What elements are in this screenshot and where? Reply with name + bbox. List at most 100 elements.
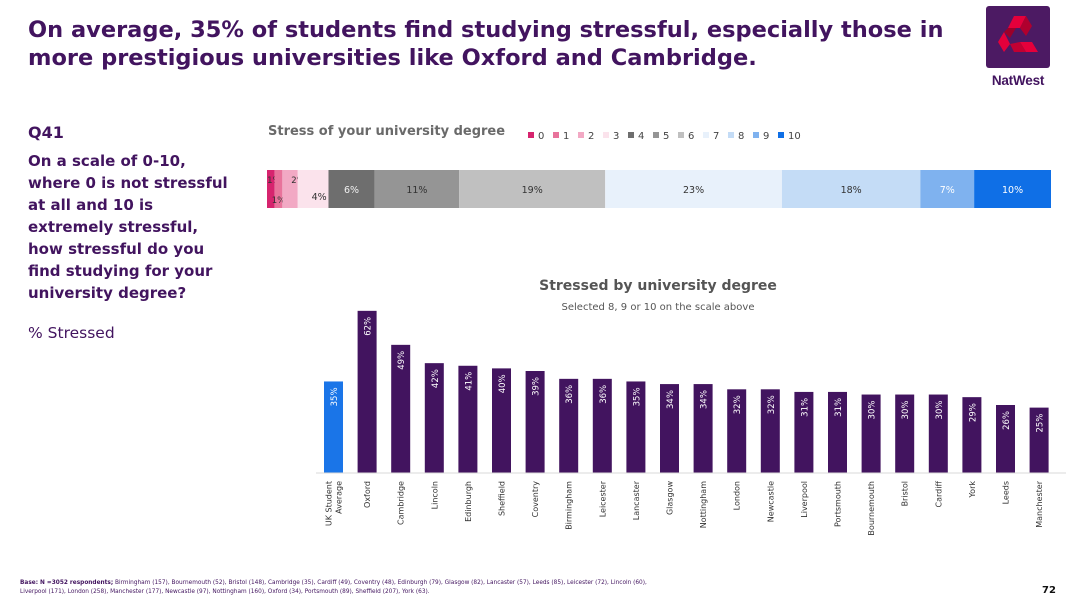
category-label-uk-student-average-line1: UK Student bbox=[325, 481, 334, 526]
bar-uk-student-average bbox=[324, 381, 343, 473]
bar-label-liverpool: 31% bbox=[800, 398, 810, 417]
bar-nottingham bbox=[693, 384, 713, 473]
bar-label-lincoln: 42% bbox=[431, 369, 441, 388]
bar-leicester bbox=[592, 378, 612, 473]
natwest-logo: NatWest bbox=[986, 6, 1050, 90]
footer-base-note: Base: N =3052 respondents; Birmingham (1… bbox=[20, 579, 820, 597]
question-id: Q41 bbox=[28, 123, 64, 142]
category-label-birmingham: Birmingham bbox=[565, 481, 574, 530]
bar-label-cardiff: 30% bbox=[935, 401, 945, 420]
legend-swatch-5 bbox=[653, 132, 659, 138]
category-label-leeds: Leeds bbox=[1002, 481, 1011, 504]
legend-label-1: 1 bbox=[563, 131, 569, 142]
legend-swatch-9 bbox=[753, 132, 759, 138]
footer-base-bold: Base: N =3052 respondents; bbox=[20, 580, 114, 586]
category-label-sheffield: Sheffield bbox=[498, 481, 507, 516]
bar-birmingham bbox=[559, 378, 579, 473]
bar-newcastle bbox=[760, 389, 780, 473]
legend-label-9: 9 bbox=[763, 131, 769, 142]
legend-swatch-6 bbox=[678, 132, 684, 138]
bar-label-birmingham: 36% bbox=[565, 385, 575, 404]
bar-chart-subtitle: Selected 8, 9 or 10 on the scale above bbox=[562, 302, 755, 313]
bar-label-glasgow: 34% bbox=[666, 390, 676, 409]
legend-swatch-8 bbox=[728, 132, 734, 138]
category-label-glasgow: Glasgow bbox=[666, 481, 675, 515]
bar-cardiff bbox=[928, 394, 948, 473]
bar-london bbox=[727, 389, 747, 473]
category-label-portsmouth: Portsmouth bbox=[834, 481, 843, 527]
bar-liverpool bbox=[794, 391, 814, 473]
stack-segment-10 bbox=[974, 170, 1051, 208]
stack-label-9: 7% bbox=[940, 185, 955, 196]
bar-chart-title: Stressed by university degree bbox=[539, 278, 777, 294]
legend-label-5: 5 bbox=[663, 131, 669, 142]
category-label-nottingham: Nottingham bbox=[699, 481, 708, 528]
bar-label-manchester: 25% bbox=[1036, 414, 1046, 433]
bar-label-cambridge: 49% bbox=[397, 351, 407, 370]
logo-wordmark: NatWest bbox=[991, 73, 1045, 88]
category-label-uk-student-average-line2: Average bbox=[335, 481, 344, 514]
stack-segment-5 bbox=[374, 170, 460, 208]
stacked-chart-title: Stress of your university degree bbox=[268, 124, 505, 139]
stack-label-8: 18% bbox=[841, 185, 862, 196]
stacked-bar: 1%1%2%4%6%11%19%23%18%7%10% bbox=[267, 170, 1051, 208]
category-label-cardiff: Cardiff bbox=[934, 481, 943, 508]
natwest-cube-icon bbox=[986, 6, 1050, 68]
legend-swatch-4 bbox=[628, 132, 634, 138]
footer-base-line2: Liverpool (171), London (258), Mancheste… bbox=[20, 589, 430, 595]
legend-label-6: 6 bbox=[688, 131, 694, 142]
bar-lancaster bbox=[626, 381, 646, 473]
bar-label-uk-student-average: 35% bbox=[330, 387, 340, 406]
stack-label-6: 19% bbox=[522, 185, 543, 196]
page-number: 72 bbox=[1042, 585, 1056, 596]
bar-label-portsmouth: 31% bbox=[834, 398, 844, 417]
stacked-chart-legend: 0 1 2 3 4 5 6 7 8 9 10 bbox=[528, 131, 801, 142]
bar-manchester bbox=[1029, 407, 1049, 473]
legend-swatch-2 bbox=[578, 132, 584, 138]
bar-label-edinburgh: 41% bbox=[464, 372, 474, 391]
bar-label-york: 29% bbox=[968, 403, 978, 422]
bar-bristol bbox=[895, 394, 915, 473]
legend-label-7: 7 bbox=[713, 131, 719, 142]
stack-segment-0 bbox=[267, 170, 275, 208]
bar-sheffield bbox=[492, 368, 511, 473]
category-label-lincoln: Lincoln bbox=[430, 481, 439, 509]
bar-lincoln bbox=[424, 363, 444, 473]
category-label-bournemouth: Bournemouth bbox=[867, 481, 876, 536]
bar-coventry bbox=[525, 371, 545, 473]
stressed-label: % Stressed bbox=[28, 324, 115, 342]
bar-label-coventry: 39% bbox=[532, 377, 542, 396]
category-label-liverpool: Liverpool bbox=[800, 481, 809, 518]
bar-glasgow bbox=[660, 384, 679, 473]
stack-segment-4 bbox=[328, 170, 375, 208]
stack-segment-9 bbox=[920, 170, 975, 208]
bar-label-bristol: 30% bbox=[901, 401, 911, 420]
stack-segment-6 bbox=[459, 170, 606, 208]
question-text: On a scale of 0-10, where 0 is not stres… bbox=[28, 152, 228, 302]
category-label-london: London bbox=[733, 481, 742, 510]
bar-label-london: 32% bbox=[733, 395, 743, 414]
legend-swatch-3 bbox=[603, 132, 609, 138]
footer-base-line1: Birmingham (157), Bournemouth (52), Bris… bbox=[113, 580, 647, 586]
stack-label-4: 6% bbox=[344, 185, 359, 196]
stack-segment-7 bbox=[605, 170, 782, 208]
bar-label-bournemouth: 30% bbox=[868, 401, 878, 420]
legend-swatch-1 bbox=[553, 132, 559, 138]
bar-oxford bbox=[357, 310, 377, 473]
stack-label-3: 4% bbox=[312, 192, 327, 203]
stack-label-10: 10% bbox=[1002, 185, 1023, 196]
bar-label-leicester: 36% bbox=[599, 385, 609, 404]
bar-york bbox=[962, 397, 982, 473]
legend-label-4: 4 bbox=[638, 131, 644, 142]
stack-label-0: 1% bbox=[267, 176, 281, 186]
bar-cambridge bbox=[391, 344, 411, 473]
bar-label-lancaster: 35% bbox=[632, 387, 642, 406]
bar-leeds bbox=[996, 405, 1015, 473]
category-label-edinburgh: Edinburgh bbox=[464, 481, 473, 522]
legend-swatch-7 bbox=[703, 132, 709, 138]
category-label-lancaster: Lancaster bbox=[632, 480, 641, 520]
legend-label-0: 0 bbox=[538, 131, 544, 142]
stack-label-7: 23% bbox=[683, 185, 704, 196]
bar-label-leeds: 26% bbox=[1002, 411, 1012, 430]
legend-label-3: 3 bbox=[613, 131, 619, 142]
